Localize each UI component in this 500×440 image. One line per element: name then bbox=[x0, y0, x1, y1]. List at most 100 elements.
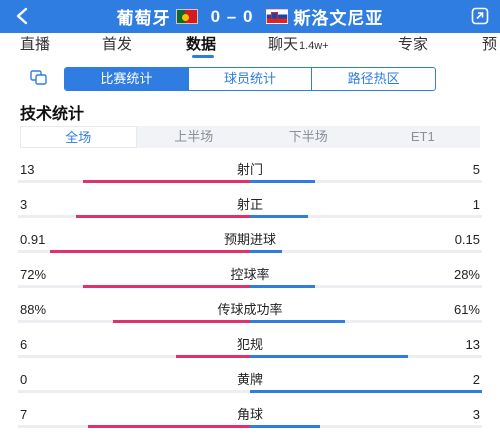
stat-row: 7 角球 3 bbox=[0, 397, 500, 432]
active-tab-indicator bbox=[192, 55, 214, 58]
segment-match-stats[interactable]: 比赛统计 bbox=[65, 68, 189, 90]
away-bar bbox=[250, 215, 308, 218]
tab-prediction[interactable]: 预 bbox=[482, 33, 497, 59]
home-bar-track bbox=[18, 215, 250, 218]
stat-label: 射门 bbox=[236, 162, 263, 177]
away-bar bbox=[250, 390, 482, 393]
away-value: 28% bbox=[453, 267, 480, 282]
away-score: 0 bbox=[242, 6, 254, 26]
stat-row: 72% 控球率 28% bbox=[0, 257, 500, 292]
segment-heatmap[interactable]: 路径热区 bbox=[347, 71, 400, 86]
home-value: 6 bbox=[20, 337, 28, 352]
away-bar-track bbox=[250, 355, 482, 358]
away-bar bbox=[250, 425, 320, 428]
home-bar bbox=[82, 180, 250, 183]
away-bar-track bbox=[250, 250, 482, 253]
home-value: 13 bbox=[20, 162, 35, 177]
home-bar-track bbox=[18, 320, 250, 323]
stat-row: 0 黄牌 2 bbox=[0, 362, 500, 397]
stat-label: 预期进球 bbox=[223, 232, 276, 247]
away-bar bbox=[250, 250, 283, 253]
away-value: 1 bbox=[472, 197, 480, 212]
period-first-half[interactable]: 上半场 bbox=[174, 129, 214, 144]
home-value: 7 bbox=[20, 407, 28, 422]
home-bar-track bbox=[18, 180, 250, 183]
stat-row: 13 射门 5 bbox=[0, 152, 500, 187]
stat-row: 6 犯规 13 bbox=[0, 327, 500, 362]
period-second-half[interactable]: 下半场 bbox=[288, 129, 328, 144]
away-bar-track bbox=[250, 215, 482, 218]
period-et1[interactable]: ET1 bbox=[410, 129, 435, 144]
match-nav-tabs: 直播 首发 数据 聊天1.4w+ 专家 预 bbox=[0, 33, 500, 59]
stats-list: 13 射门 5 3 射正 1 0.91 预期进球 0.15 72% 控球率 28… bbox=[0, 152, 500, 432]
segmented-control: 比赛统计 球员统计 路径热区 bbox=[64, 67, 436, 91]
stat-label: 角球 bbox=[236, 407, 263, 422]
tab-expert-label: 专家 bbox=[398, 36, 429, 53]
away-value: 5 bbox=[472, 162, 480, 177]
tab-prediction-label: 预 bbox=[482, 36, 498, 53]
away-value: 3 bbox=[472, 407, 480, 422]
segment-player-stats[interactable]: 球员统计 bbox=[189, 68, 313, 90]
match-title: 葡萄牙 0 – 0 斯洛文尼亚 bbox=[0, 0, 500, 33]
layers-icon[interactable] bbox=[30, 70, 48, 86]
period-tabs: 全场 上半场 下半场 ET1 bbox=[20, 126, 480, 148]
home-value: 0 bbox=[20, 372, 28, 387]
chevron-left-icon bbox=[16, 7, 28, 25]
away-bar bbox=[250, 285, 315, 288]
stat-label: 控球率 bbox=[230, 267, 270, 282]
away-value: 61% bbox=[453, 302, 480, 317]
tab-live-label: 直播 bbox=[20, 36, 51, 53]
home-team-name[interactable]: 葡萄牙 bbox=[116, 9, 171, 28]
stat-row: 3 射正 1 bbox=[0, 187, 500, 222]
slovenia-flag-icon bbox=[266, 9, 289, 24]
away-bar-track bbox=[250, 320, 482, 323]
home-value: 88% bbox=[20, 302, 47, 317]
home-bar-track bbox=[18, 250, 250, 253]
home-bar bbox=[50, 250, 250, 253]
home-bar bbox=[175, 355, 250, 358]
share-button[interactable] bbox=[470, 6, 490, 26]
away-bar bbox=[250, 355, 408, 358]
home-bar-track bbox=[18, 425, 250, 428]
match-score: 0 – 0 bbox=[211, 7, 254, 27]
away-bar bbox=[250, 180, 315, 183]
tab-expert[interactable]: 专家 bbox=[398, 33, 428, 59]
tab-chat-label: 聊天 bbox=[268, 36, 299, 53]
period-full[interactable]: 全场 bbox=[20, 126, 137, 148]
stats-type-switcher: 比赛统计 球员统计 路径热区 bbox=[0, 60, 500, 96]
stat-label: 传球成功率 bbox=[217, 302, 283, 317]
match-header: 葡萄牙 0 – 0 斯洛文尼亚 bbox=[0, 0, 500, 33]
away-bar-track bbox=[250, 390, 482, 393]
away-value: 2 bbox=[472, 372, 480, 387]
home-bar-track bbox=[18, 355, 250, 358]
away-bar-track bbox=[250, 180, 482, 183]
home-bar-track bbox=[18, 285, 250, 288]
score-separator: – bbox=[226, 6, 238, 26]
tab-live[interactable]: 直播 bbox=[20, 33, 50, 59]
share-icon bbox=[471, 7, 489, 25]
home-value: 3 bbox=[20, 197, 28, 212]
home-value: 0.91 bbox=[20, 232, 46, 247]
away-bar-track bbox=[250, 425, 482, 428]
tab-chat[interactable]: 聊天1.4w+ bbox=[268, 33, 329, 59]
away-value: 0.15 bbox=[454, 232, 480, 247]
tab-data[interactable]: 数据 bbox=[186, 33, 216, 59]
tab-data-label: 数据 bbox=[186, 36, 217, 53]
section-title: 技术统计 bbox=[20, 106, 85, 123]
home-score: 0 bbox=[210, 6, 222, 26]
home-bar bbox=[82, 285, 250, 288]
chat-count-badge: 1.4w+ bbox=[299, 40, 329, 52]
portugal-flag-icon bbox=[175, 9, 198, 24]
away-team-name[interactable]: 斯洛文尼亚 bbox=[293, 9, 384, 28]
home-bar bbox=[87, 425, 250, 428]
stat-label: 黄牌 bbox=[236, 372, 263, 387]
back-button[interactable] bbox=[10, 4, 34, 28]
stat-row: 88% 传球成功率 61% bbox=[0, 292, 500, 327]
home-bar bbox=[113, 320, 250, 323]
home-bar-track bbox=[18, 390, 250, 393]
stat-label: 射正 bbox=[236, 197, 263, 212]
away-bar-track bbox=[250, 285, 482, 288]
stat-row: 0.91 预期进球 0.15 bbox=[0, 222, 500, 257]
tab-lineup[interactable]: 首发 bbox=[102, 33, 132, 59]
tab-lineup-label: 首发 bbox=[102, 36, 133, 53]
